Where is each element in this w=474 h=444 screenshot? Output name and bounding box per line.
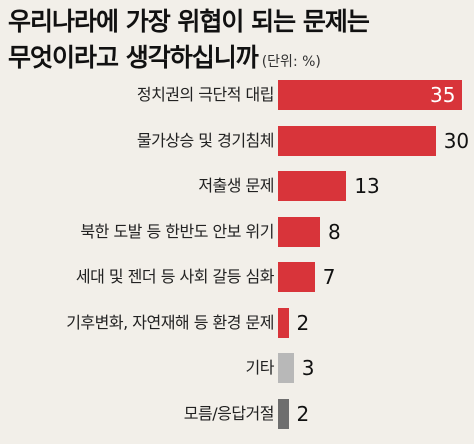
chart-title: 우리나라에 가장 위협이 되는 문제는 무엇이라고 생각하십니까 (단위: %) [8,4,468,80]
category-label: 저출생 문제 [198,176,274,195]
bar [278,80,462,110]
bar [278,171,347,201]
value-label: 35 [430,83,456,107]
chart-title-line1: 우리나라에 가장 위협이 되는 문제는 [8,7,370,36]
value-label: 8 [328,219,341,244]
bar [278,353,294,383]
category-label: 모름/응답거절 [183,403,275,423]
category-label: 북한 도발 등 한반도 안보 위기 [80,221,274,241]
bar [278,216,321,247]
category-label: 정치권의 극단적 대립 [136,85,275,104]
value-label: 2 [296,401,310,426]
bar-chart: 정치권의 극단적 대립 35 물가상승 및 경기침체 30 저출생 문제 13 북한 도발 … [0,80,474,444]
bar [278,398,289,429]
unit-label: (단위: %) [261,54,321,70]
bar [278,262,315,292]
value-label: 2 [296,310,310,335]
value-label: 7 [322,265,336,289]
category-label: 기타 [245,358,275,377]
value-label: 3 [301,356,315,380]
value-label: 30 [443,128,470,153]
bar [278,125,436,156]
chart-title-line2: 무엇이라고 생각하십니까 [8,43,259,72]
category-label: 세대 및 젠더 등 사회 갈등 심화 [75,267,275,286]
value-label: 13 [354,174,380,198]
category-label: 기후변화, 자연재해 등 환경 문제 [66,312,274,332]
category-label: 물가상승 및 경기침체 [136,130,275,150]
chart-title-line2-wrap: 무엇이라고 생각하십니까 (단위: %) [8,40,468,80]
bar [278,307,289,338]
